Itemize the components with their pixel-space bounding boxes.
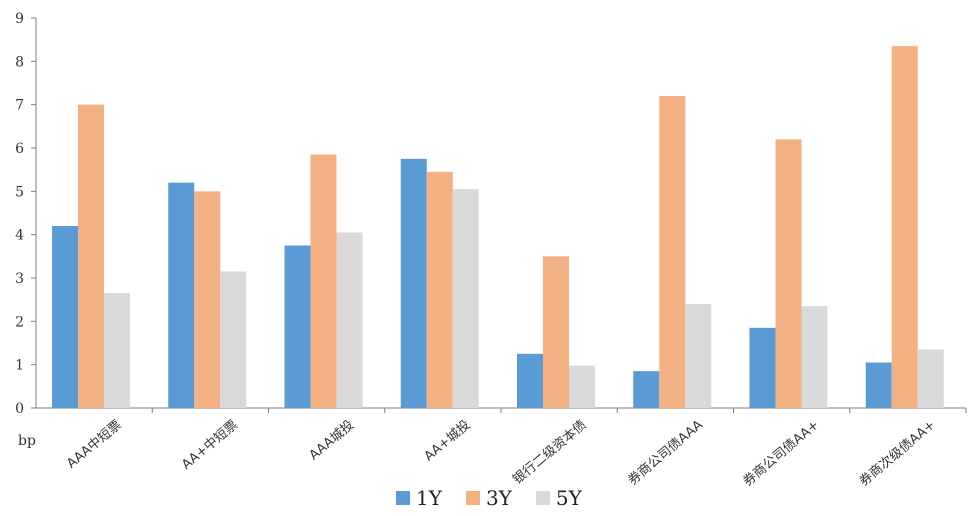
bar-5y-5 (685, 304, 712, 408)
bar-3y-5 (659, 96, 686, 408)
y-tick-label: 9 (15, 11, 24, 27)
category-label: 券商次级债AA+ (856, 417, 938, 490)
category-label: AAA中短票 (64, 418, 125, 472)
legend-swatch (465, 491, 480, 505)
bar-5y-3 (452, 189, 479, 408)
legend-label: 1Y (416, 486, 442, 510)
y-tick-label: 8 (15, 54, 24, 70)
bar-1y-6 (749, 327, 776, 408)
y-tick-label: 4 (15, 228, 24, 244)
category-label: AA+中短票 (179, 418, 241, 473)
category-label: AA+城投 (421, 417, 473, 465)
y-unit-label: bp (18, 433, 36, 449)
bar-3y-6 (775, 139, 802, 409)
y-tick-label: 6 (15, 141, 24, 157)
y-tick-label: 1 (15, 358, 24, 374)
bar-5y-7 (917, 349, 944, 408)
y-tick-label: 0 (15, 401, 24, 417)
category-label: 券商公司债AA+ (740, 417, 822, 490)
legend-label: 3Y (485, 486, 512, 510)
bar-5y-2 (336, 232, 363, 408)
bar-1y-7 (865, 362, 892, 408)
bar-5y-4 (569, 365, 595, 408)
bar-1y-5 (633, 371, 660, 408)
y-tick-label: 3 (15, 271, 24, 287)
labels: bp AAA中短票 AA+中短票 AAA城投 AA+城投 银行二级资本债 券商公司债AAA 券… (18, 417, 938, 490)
category-label: 券商公司债AAA (625, 417, 706, 489)
y-tick-label: 7 (15, 98, 24, 114)
legend-item-3y: 3Y (465, 486, 512, 510)
bars (52, 46, 944, 409)
y-tick-label: 2 (15, 314, 24, 330)
legend-label: 5Y (555, 486, 582, 510)
bar-5y-0 (104, 293, 130, 408)
bar-1y-4 (517, 353, 543, 408)
bar-1y-1 (168, 182, 195, 408)
bar-1y-0 (52, 226, 78, 408)
legend-item-5y: 5Y (535, 486, 582, 510)
bar-3y-7 (891, 46, 918, 409)
legend-item-1y: 1Y (396, 486, 442, 510)
bar-3y-3 (426, 171, 453, 408)
bar-3y-2 (310, 154, 337, 408)
bar-1y-2 (284, 245, 311, 408)
bar-5y-6 (801, 306, 828, 408)
bar-3y-0 (78, 104, 104, 409)
bar-3y-4 (543, 256, 569, 408)
y-tick-label: 5 (15, 184, 24, 200)
category-label: AAA城投 (306, 417, 357, 464)
bar-5y-1 (220, 271, 247, 408)
legend: 1Y 3Y 5Y (396, 486, 596, 510)
legend-swatch (535, 491, 550, 505)
category-label: 银行二级资本债 (510, 418, 589, 488)
bar-1y-3 (400, 158, 427, 408)
legend-swatch (396, 491, 410, 505)
bar-3y-1 (194, 191, 221, 408)
